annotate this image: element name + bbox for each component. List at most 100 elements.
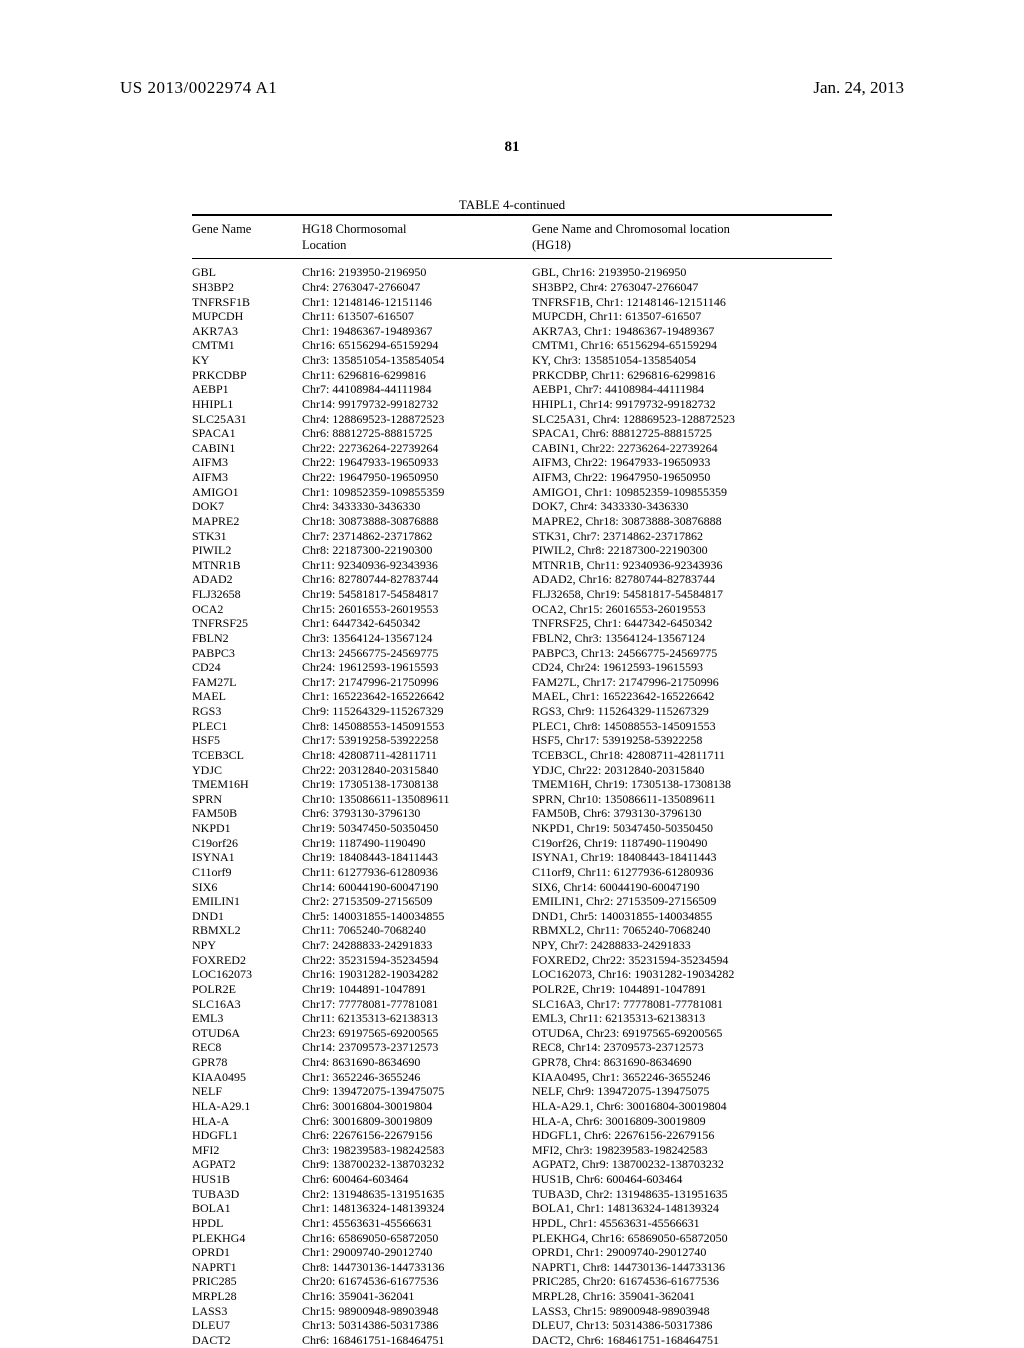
table-row: AEBP1Chr7: 44108984-44111984AEBP1, Chr7:… — [192, 382, 832, 397]
table-cell: HLA-A29.1 — [192, 1099, 302, 1114]
table-cell: Chr20: 61674536-61677536 — [302, 1274, 532, 1289]
table-row: TMEM16HChr19: 17305138-17308138TMEM16H, … — [192, 777, 832, 792]
table-cell: MRPL28, Chr16: 359041-362041 — [532, 1289, 832, 1304]
table-cell: DACT2 — [192, 1333, 302, 1348]
table-cell: Chr17: 21747996-21750996 — [302, 675, 532, 690]
table-cell: NAPRT1 — [192, 1260, 302, 1275]
table-cell: Chr17: 53919258-53922258 — [302, 733, 532, 748]
table-cell: HSF5, Chr17: 53919258-53922258 — [532, 733, 832, 748]
table-row: MRPL28Chr16: 359041-362041MRPL28, Chr16:… — [192, 1289, 832, 1304]
table-cell: Chr15: 26016553-26019553 — [302, 602, 532, 617]
table-cell: Chr6: 168461751-168464751 — [302, 1333, 532, 1348]
table-cell: C11orf9 — [192, 865, 302, 880]
table-cell: PRKCDBP — [192, 368, 302, 383]
table-row: AIFM3Chr22: 19647950-19650950AIFM3, Chr2… — [192, 470, 832, 485]
table-cell: MAPRE2 — [192, 514, 302, 529]
table-row: C19orf26Chr19: 1187490-1190490C19orf26, … — [192, 836, 832, 851]
table-cell: HLA-A — [192, 1114, 302, 1129]
table-cell: SIX6, Chr14: 60044190-60047190 — [532, 880, 832, 895]
table-cell: SLC25A31 — [192, 412, 302, 427]
table-row: STK31Chr7: 23714862-23717862STK31, Chr7:… — [192, 529, 832, 544]
table-cell: Chr22: 20312840-20315840 — [302, 763, 532, 778]
table-cell: Chr17: 77778081-77781081 — [302, 997, 532, 1012]
table-cell: Chr19: 1044891-1047891 — [302, 982, 532, 997]
table-cell: Chr24: 19612593-19615593 — [302, 660, 532, 675]
table-row: LOC162073Chr16: 19031282-19034282LOC1620… — [192, 967, 832, 982]
table-cell: HDGFL1, Chr6: 22676156-22679156 — [532, 1128, 832, 1143]
table-cell: Chr3: 135851054-135854054 — [302, 353, 532, 368]
table-cell: TCEB3CL, Chr18: 42808711-42811711 — [532, 748, 832, 763]
table-cell: DLEU7 — [192, 1318, 302, 1333]
table-cell: AKR7A3, Chr1: 19486367-19489367 — [532, 324, 832, 339]
table-cell: Chr9: 115264329-115267329 — [302, 704, 532, 719]
table-cell: Chr16: 359041-362041 — [302, 1289, 532, 1304]
table-cell: TUBA3D — [192, 1187, 302, 1202]
table-cell: SLC16A3 — [192, 997, 302, 1012]
table-cell: AMIGO1 — [192, 485, 302, 500]
table-cell: Chr10: 135086611-135089611 — [302, 792, 532, 807]
table-cell: FAM27L — [192, 675, 302, 690]
table-cell: PRIC285 — [192, 1274, 302, 1289]
table-cell: FAM27L, Chr17: 21747996-21750996 — [532, 675, 832, 690]
table-cell: POLR2E, Chr19: 1044891-1047891 — [532, 982, 832, 997]
table-cell: HHIPL1, Chr14: 99179732-99182732 — [532, 397, 832, 412]
table-cell: AIFM3, Chr22: 19647950-19650950 — [532, 470, 832, 485]
table-cell: OTUD6A, Chr23: 69197565-69200565 — [532, 1026, 832, 1041]
table-row: RBMXL2Chr11: 7065240-7068240RBMXL2, Chr1… — [192, 923, 832, 938]
table-cell: C19orf26, Chr19: 1187490-1190490 — [532, 836, 832, 851]
page-number: 81 — [0, 139, 1024, 156]
table-cell: Chr15: 98900948-98903948 — [302, 1304, 532, 1319]
table-cell: AIFM3, Chr22: 19647933-19650933 — [532, 455, 832, 470]
table-row: ISYNA1Chr19: 18408443-18411443ISYNA1, Ch… — [192, 850, 832, 865]
table-row: MAELChr1: 165223642-165226642MAEL, Chr1:… — [192, 689, 832, 704]
table-cell: YDJC, Chr22: 20312840-20315840 — [532, 763, 832, 778]
table-cell: Chr11: 61277936-61280936 — [302, 865, 532, 880]
table-row: SIX6Chr14: 60044190-60047190SIX6, Chr14:… — [192, 880, 832, 895]
table-cell: TNFRSF25 — [192, 616, 302, 631]
table-row: SLC25A31Chr4: 128869523-128872523SLC25A3… — [192, 412, 832, 427]
table-row: AKR7A3Chr1: 19486367-19489367AKR7A3, Chr… — [192, 324, 832, 339]
table-cell: AIFM3 — [192, 455, 302, 470]
table-cell: LASS3, Chr15: 98900948-98903948 — [532, 1304, 832, 1319]
table-row: SLC16A3Chr17: 77778081-77781081SLC16A3, … — [192, 997, 832, 1012]
table-row: BOLA1Chr1: 148136324-148139324BOLA1, Chr… — [192, 1201, 832, 1216]
table-row: HUS1BChr6: 600464-603464HUS1B, Chr6: 600… — [192, 1172, 832, 1187]
table-cell: OTUD6A — [192, 1026, 302, 1041]
table-row: TNFRSF25Chr1: 6447342-6450342TNFRSF25, C… — [192, 616, 832, 631]
table-row: TUBA3DChr2: 131948635-131951635TUBA3D, C… — [192, 1187, 832, 1202]
table-cell: ADAD2 — [192, 572, 302, 587]
table-cell: RBMXL2, Chr11: 7065240-7068240 — [532, 923, 832, 938]
table-row: MFI2Chr3: 198239583-198242583MFI2, Chr3:… — [192, 1143, 832, 1158]
table-cell: GPR78 — [192, 1055, 302, 1070]
table-row: DACT2Chr6: 168461751-168464751DACT2, Chr… — [192, 1333, 832, 1348]
table-cell: MFI2 — [192, 1143, 302, 1158]
table-cell: HSF5 — [192, 733, 302, 748]
table-cell: Chr11: 62135313-62138313 — [302, 1011, 532, 1026]
table-cell: PRIC285, Chr20: 61674536-61677536 — [532, 1274, 832, 1289]
table-cell: DOK7 — [192, 499, 302, 514]
table-cell: KIAA0495, Chr1: 3652246-3655246 — [532, 1070, 832, 1085]
table-cell: TCEB3CL — [192, 748, 302, 763]
table-cell: Chr19: 17305138-17308138 — [302, 777, 532, 792]
table-cell: Chr2: 27153509-27156509 — [302, 894, 532, 909]
table-cell: SIX6 — [192, 880, 302, 895]
table-row: KIAA0495Chr1: 3652246-3655246KIAA0495, C… — [192, 1070, 832, 1085]
table-row: LASS3Chr15: 98900948-98903948LASS3, Chr1… — [192, 1304, 832, 1319]
table-cell: Chr7: 23714862-23717862 — [302, 529, 532, 544]
table-row: HLA-A29.1Chr6: 30016804-30019804HLA-A29.… — [192, 1099, 832, 1114]
table-row: NAPRT1Chr8: 144730136-144733136NAPRT1, C… — [192, 1260, 832, 1275]
table-row: CMTM1Chr16: 65156294-65159294CMTM1, Chr1… — [192, 338, 832, 353]
table-row: GBLChr16: 2193950-2196950GBL, Chr16: 219… — [192, 265, 832, 280]
table-cell: SLC16A3, Chr17: 77778081-77781081 — [532, 997, 832, 1012]
table-cell: FBLN2 — [192, 631, 302, 646]
table-cell: Chr22: 22736264-22739264 — [302, 441, 532, 456]
table-cell: Chr3: 13564124-13567124 — [302, 631, 532, 646]
table-row: DLEU7Chr13: 50314386-50317386DLEU7, Chr1… — [192, 1318, 832, 1333]
table-cell: Chr16: 65869050-65872050 — [302, 1231, 532, 1246]
table-cell: Chr18: 42808711-42811711 — [302, 748, 532, 763]
table-row: GPR78Chr4: 8631690-8634690GPR78, Chr4: 8… — [192, 1055, 832, 1070]
table-cell: Chr4: 8631690-8634690 — [302, 1055, 532, 1070]
table-row: AIFM3Chr22: 19647933-19650933AIFM3, Chr2… — [192, 455, 832, 470]
table-cell: STK31 — [192, 529, 302, 544]
table-cell: PLEKHG4, Chr16: 65869050-65872050 — [532, 1231, 832, 1246]
